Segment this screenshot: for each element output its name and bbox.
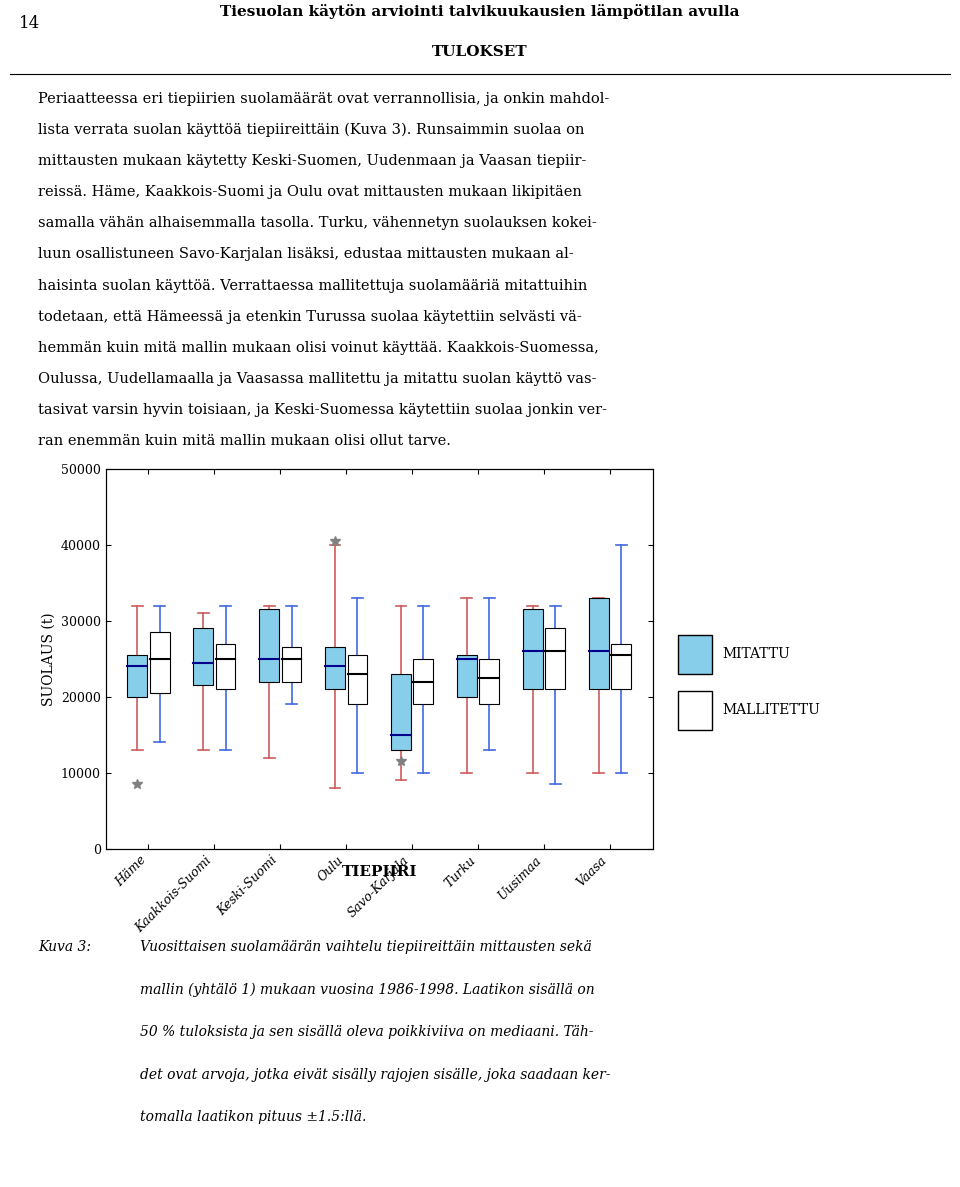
Bar	[523, 609, 542, 690]
Y-axis label: SUOLAUS (t): SUOLAUS (t)	[41, 612, 55, 705]
Bar	[545, 628, 565, 690]
Text: TIEPIIRI: TIEPIIRI	[342, 865, 417, 880]
Text: tomalla laatikon pituus ±1.5:llä.: tomalla laatikon pituus ±1.5:llä.	[140, 1110, 367, 1124]
Text: det ovat arvoja, jotka eivät sisälly rajojen sisälle, joka saadaan ker-: det ovat arvoja, jotka eivät sisälly raj…	[140, 1068, 611, 1081]
Text: Periaatteessa eri tiepiirien suolamäärät ovat verrannollisia, ja onkin mahdol-: Periaatteessa eri tiepiirien suolamäärät…	[38, 91, 610, 106]
Bar	[479, 659, 499, 704]
Text: Kuva 3:: Kuva 3:	[38, 940, 91, 954]
Text: lista verrata suolan käyttöä tiepiireittäin (Kuva 3). Runsaimmin suolaa on: lista verrata suolan käyttöä tiepiireitt…	[38, 122, 585, 137]
Text: Oulussa, Uudellamaalla ja Vaasassa mallitettu ja mitattu suolan käyttö vas-: Oulussa, Uudellamaalla ja Vaasassa malli…	[38, 372, 597, 386]
Bar	[679, 691, 712, 730]
Bar	[679, 635, 712, 674]
Text: samalla vähän alhaisemmalla tasolla. Turku, vähennetyn suolauksen kokei-: samalla vähän alhaisemmalla tasolla. Tur…	[38, 216, 597, 230]
Text: mallin (yhtälö 1) mukaan vuosina 1986-1998. Laatikon sisällä on: mallin (yhtälö 1) mukaan vuosina 1986-19…	[140, 983, 594, 997]
Text: MITATTU: MITATTU	[723, 647, 790, 661]
Text: Vuosittaisen suolamäärän vaihtelu tiepiireittäin mittausten sekä: Vuosittaisen suolamäärän vaihtelu tiepii…	[140, 940, 591, 954]
Bar	[414, 659, 433, 704]
Text: 50 % tuloksista ja sen sisällä oleva poikkiviiva on mediaani. Täh-: 50 % tuloksista ja sen sisällä oleva poi…	[140, 1026, 593, 1040]
Text: haisinta suolan käyttöä. Verrattaessa mallitettuja suolamääriä mitattuihin: haisinta suolan käyttöä. Verrattaessa ma…	[38, 279, 588, 293]
Bar	[281, 647, 301, 681]
Text: mittausten mukaan käytetty Keski-Suomen, Uudenmaan ja Vaasan tiepiir-: mittausten mukaan käytetty Keski-Suomen,…	[38, 154, 587, 169]
Bar	[193, 628, 213, 685]
Bar	[612, 643, 631, 690]
Text: todetaan, että Hämeessä ja etenkin Turussa suolaa käytettiin selvästi vä-: todetaan, että Hämeessä ja etenkin Turus…	[38, 310, 582, 324]
Bar	[457, 655, 477, 697]
Bar	[391, 674, 411, 750]
Bar	[150, 633, 170, 693]
Text: Tiesuolan käytön arviointi talvikuukausien lämpötilan avulla: Tiesuolan käytön arviointi talvikuukausi…	[220, 4, 740, 19]
Text: hemmän kuin mitä mallin mukaan olisi voinut käyttää. Kaakkois-Suomessa,: hemmän kuin mitä mallin mukaan olisi voi…	[38, 341, 599, 355]
Bar	[128, 655, 147, 697]
Bar	[325, 647, 345, 690]
Text: 14: 14	[19, 15, 40, 32]
Bar	[348, 655, 368, 704]
Bar	[216, 643, 235, 690]
Text: ran enemmän kuin mitä mallin mukaan olisi ollut tarve.: ran enemmän kuin mitä mallin mukaan olis…	[38, 434, 451, 449]
Text: TULOKSET: TULOKSET	[432, 45, 528, 58]
Text: luun osallistuneen Savo-Karjalan lisäksi, edustaa mittausten mukaan al-: luun osallistuneen Savo-Karjalan lisäksi…	[38, 247, 574, 261]
Text: tasivat varsin hyvin toisiaan, ja Keski-Suomessa käytettiin suolaa jonkin ver-: tasivat varsin hyvin toisiaan, ja Keski-…	[38, 404, 608, 418]
Bar	[259, 609, 279, 681]
Bar	[588, 598, 609, 690]
Text: MALLITETTU: MALLITETTU	[723, 703, 821, 717]
Text: reissä. Häme, Kaakkois-Suomi ja Oulu ovat mittausten mukaan likipitäen: reissä. Häme, Kaakkois-Suomi ja Oulu ova…	[38, 185, 583, 199]
